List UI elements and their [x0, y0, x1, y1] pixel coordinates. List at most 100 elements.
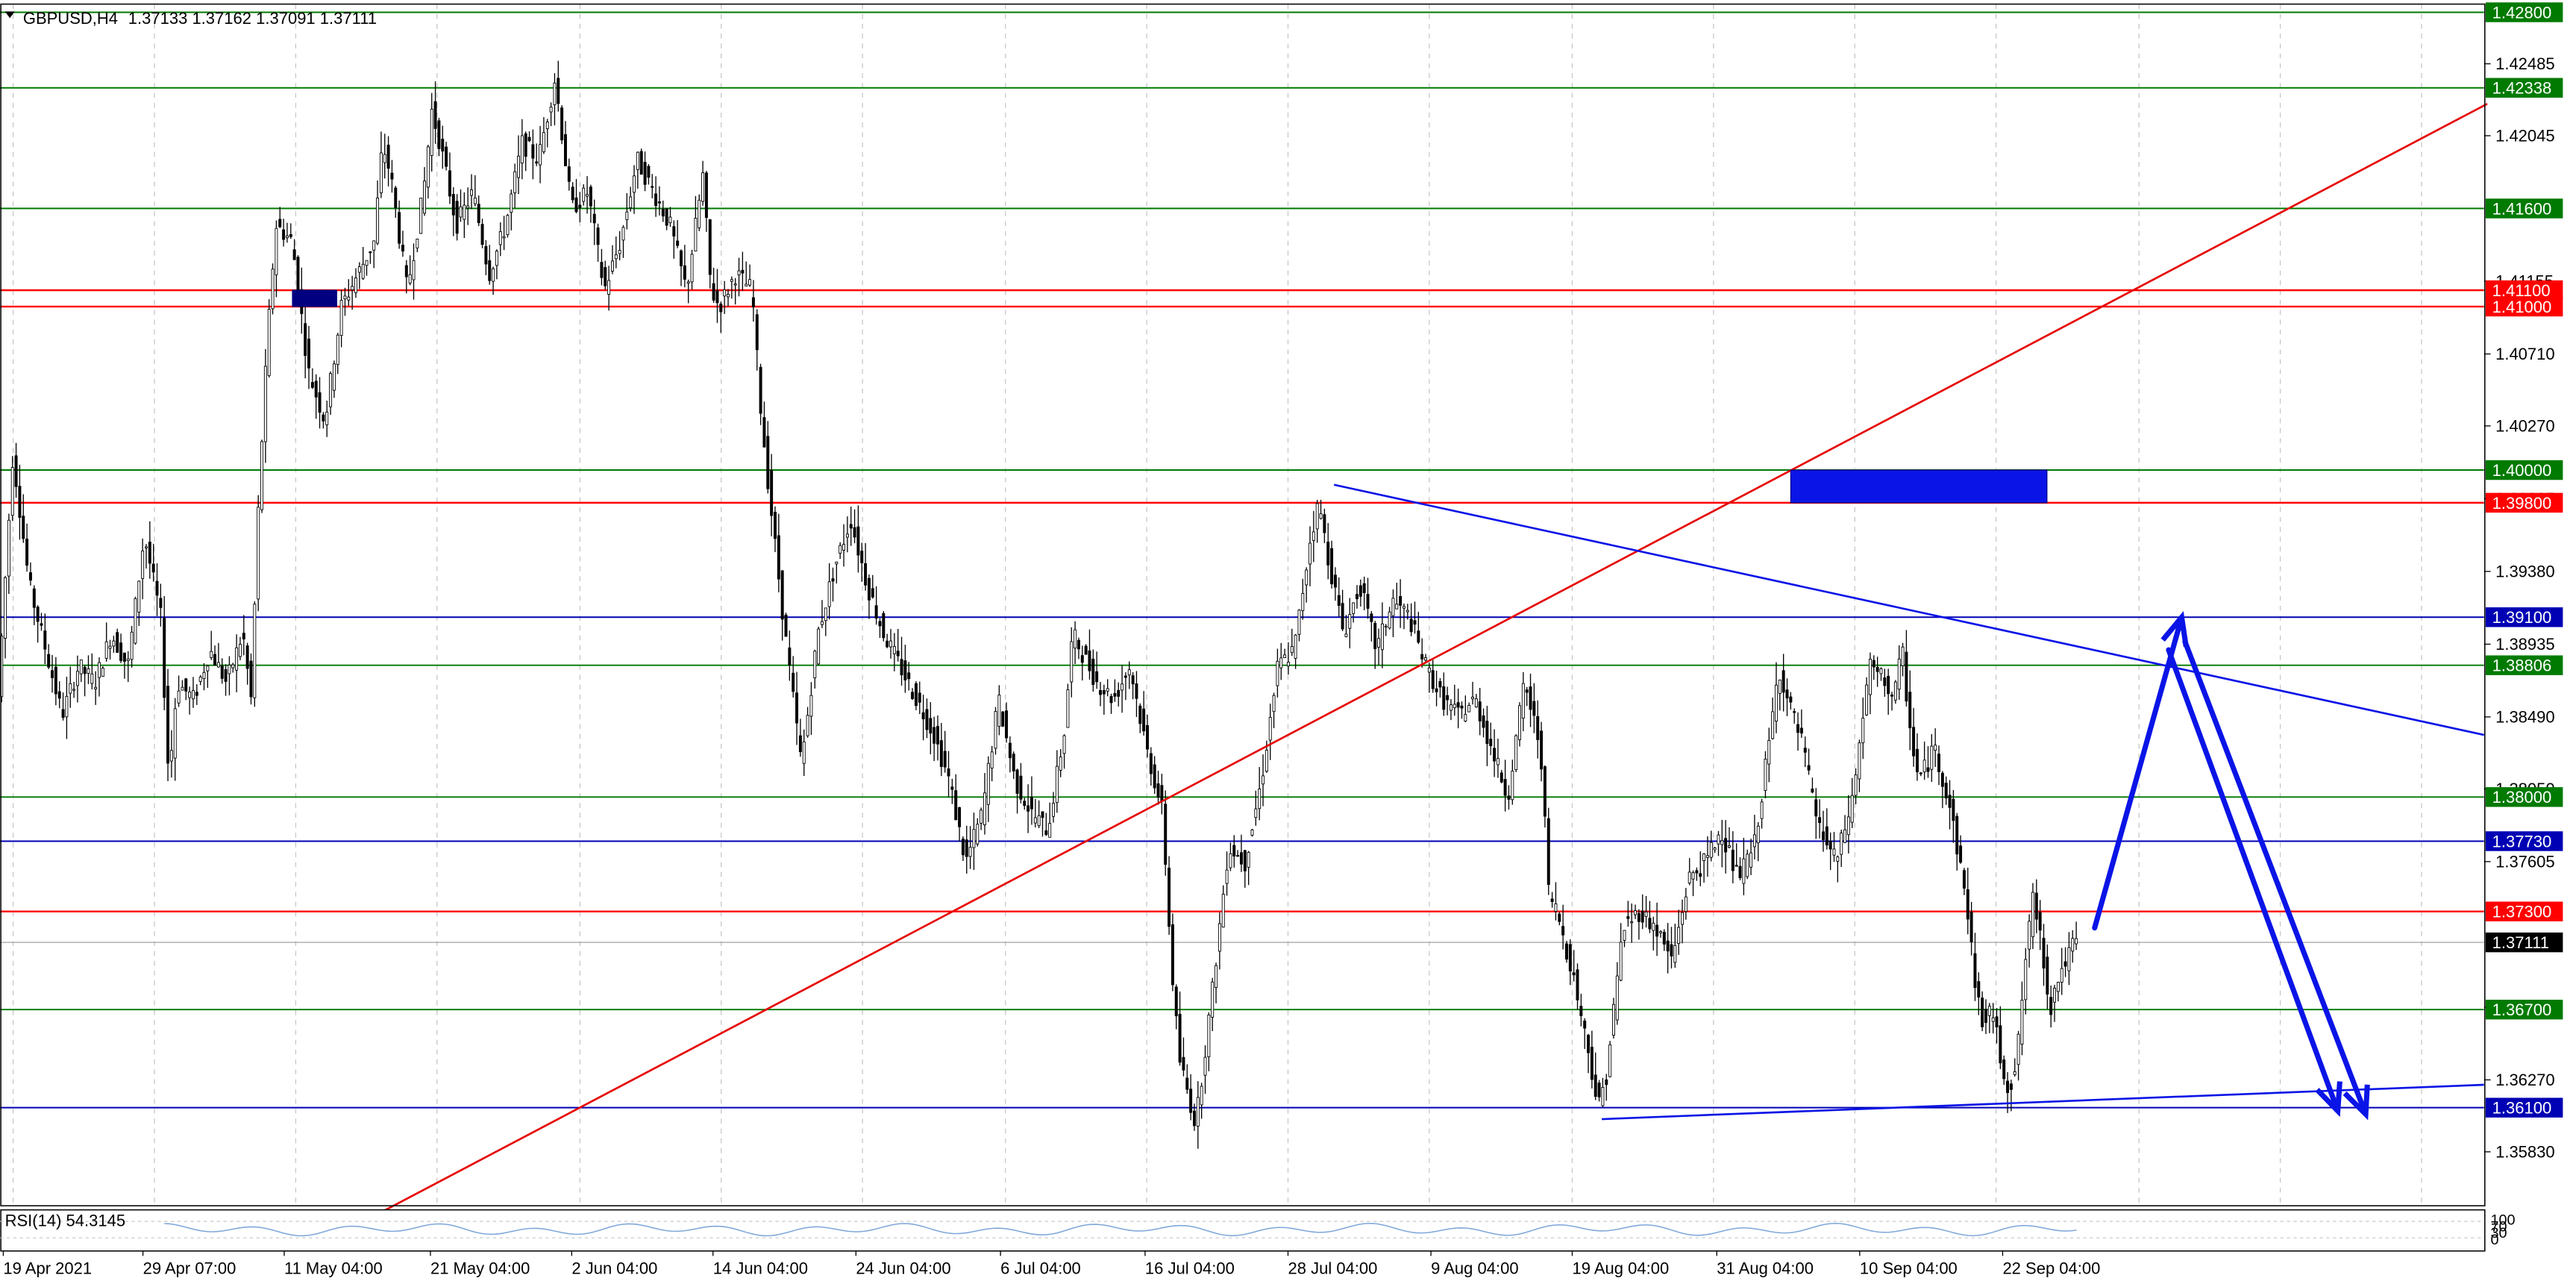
candle-body [1699, 873, 1702, 877]
candle-body [1760, 801, 1764, 819]
arrow-up-shaft[interactable] [2092, 621, 2183, 931]
time-axis[interactable]: 19 Apr 2021 29 Apr 07:00 11 May 04:00 21 Ma… [2, 1250, 2100, 1278]
candle-body [629, 196, 633, 208]
candle-body [1905, 651, 1908, 702]
candle-body [116, 632, 119, 653]
candle-body [480, 224, 484, 245]
candle-body [1572, 972, 1576, 976]
dropdown-icon[interactable] [4, 11, 15, 19]
level-tag[interactable] [2485, 901, 2563, 921]
ohlc-label: 1.37133 1.37162 1.37091 1.37111 [128, 9, 377, 28]
arrow-down-2-shaft[interactable] [2182, 639, 2366, 1111]
candle-body [1593, 1074, 1597, 1097]
level-tag[interactable] [2485, 198, 2563, 219]
price-tick-label: 1.36270 [2495, 1071, 2555, 1089]
candle-body [1611, 1003, 1615, 1036]
candle-body [1684, 896, 1687, 912]
candle-body [1084, 645, 1088, 655]
candle-body [907, 672, 911, 680]
level-tag[interactable] [2485, 78, 2563, 98]
level-tag[interactable] [2485, 655, 2563, 675]
level-tag-label: 1.40000 [2492, 461, 2552, 480]
price-axis[interactable]: 1.424851.420451.411551.407101.402701.398… [2483, 2, 2563, 1162]
navy-zone-rect[interactable] [292, 289, 337, 307]
candle-body [1811, 789, 1814, 793]
candle-body [1926, 767, 1930, 772]
candle-body [564, 134, 567, 166]
blue-trendline-upper[interactable] [1333, 483, 2484, 736]
candle-body [1930, 745, 1934, 770]
candle-body [1662, 932, 1666, 945]
candle-body [408, 274, 412, 284]
candle-body [549, 107, 553, 113]
candle-body [1323, 514, 1326, 533]
time-tick-label: 6 Jul 04:00 [1000, 1259, 1081, 1277]
arrow-down-1-shaft[interactable] [2166, 647, 2339, 1108]
candle-body [853, 527, 856, 538]
candle-body [943, 751, 947, 768]
red-trendline[interactable] [377, 103, 2488, 1215]
candle-body [553, 82, 557, 105]
candle-body [1478, 701, 1482, 721]
candle-body [263, 366, 267, 442]
candle-body [1052, 803, 1056, 817]
candle-body [1427, 667, 1431, 673]
candle-body [1648, 918, 1652, 930]
candle-body [1814, 799, 1818, 817]
candle-body [1482, 715, 1485, 728]
candle-body [1590, 1047, 1593, 1080]
candle-body [1373, 622, 1377, 650]
arrow-up-head[interactable] [2160, 610, 2189, 648]
blue-zone-rect[interactable] [1790, 469, 2048, 504]
candle-body [1358, 585, 1362, 597]
arrow-down-1-head[interactable] [2315, 1081, 2342, 1118]
candle-body [1311, 531, 1315, 541]
candle-body [610, 260, 614, 272]
candle-body [1077, 639, 1080, 650]
candle-body [1153, 764, 1156, 789]
level-tag[interactable] [2485, 2, 2563, 22]
rsi-polyline [164, 1222, 2077, 1237]
candle-body [451, 194, 455, 216]
level-tag[interactable] [2485, 787, 2563, 807]
candle-body [704, 172, 708, 218]
level-tag-label: 1.36700 [2492, 1000, 2552, 1019]
level-tag[interactable] [2485, 460, 2563, 480]
level-tag[interactable] [2485, 296, 2563, 317]
candle-body [32, 588, 36, 608]
level-tag[interactable] [2485, 1097, 2563, 1118]
level-tag[interactable] [2485, 999, 2563, 1020]
candle-body [1182, 1056, 1185, 1071]
candle-body [661, 208, 665, 217]
level-tag[interactable] [2485, 607, 2563, 627]
candle-body [839, 545, 842, 554]
candle-body [1623, 930, 1626, 941]
rsi-pane[interactable] [0, 1209, 2486, 1252]
candle-body [878, 621, 882, 627]
candle-body [1102, 690, 1106, 695]
candle-body [1215, 965, 1218, 989]
candle-body [1146, 725, 1149, 750]
candle-body [1687, 871, 1691, 884]
candle-body [304, 323, 307, 357]
level-tag[interactable] [2485, 492, 2563, 513]
time-tick-label: 29 Apr 07:00 [143, 1259, 236, 1277]
candle-body [1135, 683, 1138, 699]
candle-body [1247, 851, 1250, 868]
level-tag[interactable] [2485, 831, 2563, 851]
candle-body [369, 251, 372, 254]
candle-body [1225, 869, 1229, 884]
drawings-layer[interactable] [292, 103, 2488, 1215]
candle-body [224, 668, 228, 682]
candle-body [1868, 658, 1872, 695]
candle-body [141, 551, 145, 579]
arrow-down-2-head[interactable] [2342, 1084, 2370, 1121]
candle-body [1121, 683, 1124, 691]
candle-body [527, 137, 531, 142]
candle-body [253, 604, 257, 698]
candle-body [1200, 1086, 1203, 1106]
horizontal-levels[interactable] [0, 11, 2484, 1109]
candle-body [777, 535, 780, 580]
